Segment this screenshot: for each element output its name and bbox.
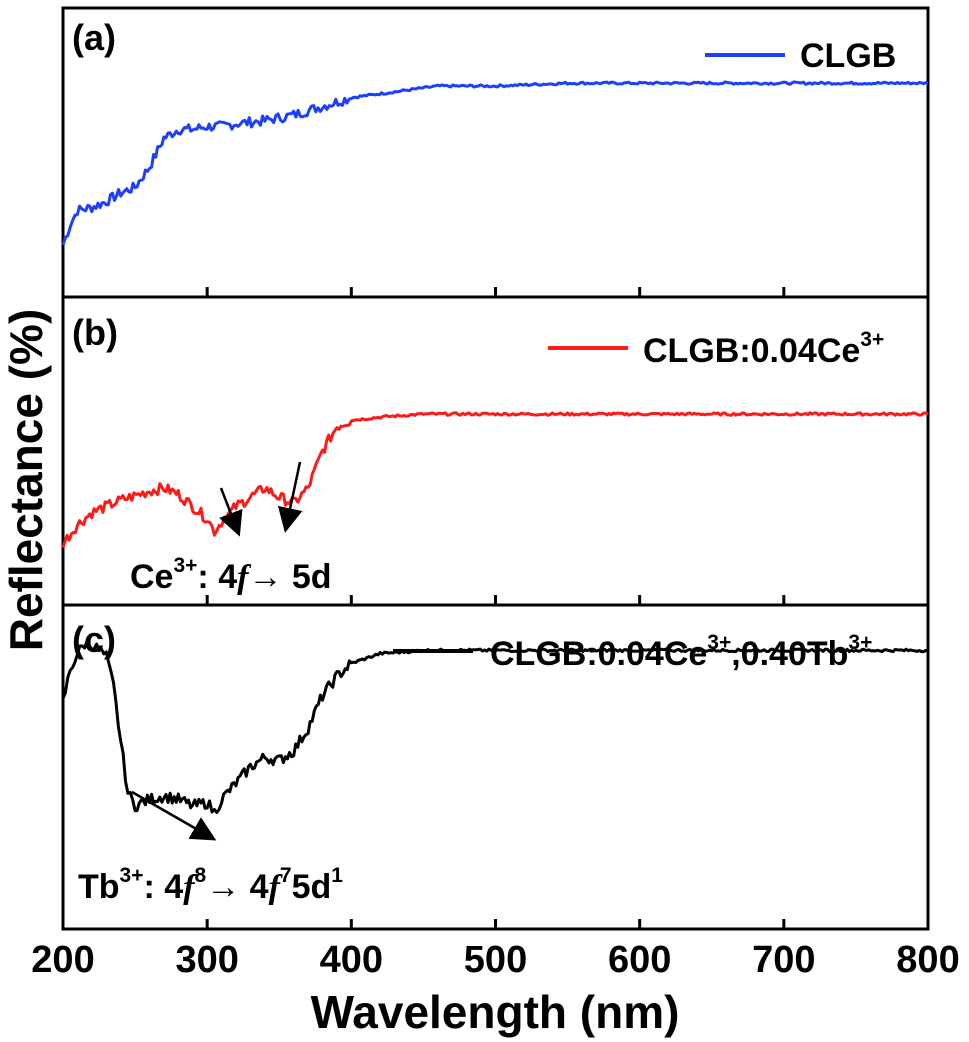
x-tick-label: 400: [320, 939, 383, 981]
annot-ce-text2: 5d: [282, 558, 331, 596]
panel-label-b: (b): [72, 312, 118, 353]
annotation-arrow-tb: [131, 790, 217, 841]
legend-label-clgb-ce-base: CLGB:0.04Ce: [643, 332, 860, 370]
annot-ce-base: Ce: [130, 558, 173, 596]
annot-tb-arrow: →: [206, 868, 240, 906]
legend-label-clgb-ce: CLGB:0.04Ce3+: [643, 328, 884, 370]
series-line-clgb-ce-tb: [61, 639, 929, 814]
annot-tb-sup4: 1: [331, 864, 343, 887]
annot-ce-arrow: →: [248, 558, 282, 596]
annotation-tb-transition: Tb3+: 4f8→ 4f75d1: [78, 864, 343, 906]
y-axis-title: Reflectance (%): [0, 309, 52, 652]
annot-tb-text3: 5d: [292, 868, 332, 906]
annot-ce-sup: 3+: [173, 554, 197, 577]
annot-ce-f: f: [237, 559, 252, 596]
annot-tb-text2: 4: [240, 868, 268, 906]
legend-label-c-base1: CLGB:0.04Ce: [490, 635, 707, 673]
x-tick-label: 800: [896, 939, 959, 981]
panel-label-c: (c): [72, 619, 116, 660]
annotation-ce-transition: Ce3+: 4f→ 5d: [130, 554, 332, 596]
annot-tb-sup3: 7: [280, 864, 292, 887]
x-tick-label: 200: [31, 939, 94, 981]
annot-tb-base: Tb: [78, 868, 120, 906]
x-tick-label: 700: [752, 939, 815, 981]
x-tick-label: 500: [464, 939, 527, 981]
annot-tb-sup2: 8: [195, 864, 207, 887]
x-axis-tick-labels: 200 300 400 500 600 700 800: [31, 939, 959, 981]
annotation-arrow-ce-2: [277, 461, 303, 533]
annot-tb-f1: f: [183, 869, 198, 906]
annot-ce-text1: : 4: [197, 558, 237, 596]
legend-label-c-sup2: 3+: [848, 631, 872, 654]
series-line-clgb-ce: [61, 411, 929, 549]
legend-label-clgb-ce-tb: CLGB:0.04Ce3+,0.40Tb3+: [490, 631, 872, 673]
annot-tb-sup: 3+: [120, 864, 144, 887]
panel-label-a: (a): [72, 17, 116, 58]
series-line-clgb: [61, 80, 929, 246]
x-axis-ticks: [61, 287, 930, 929]
panel-a-frame: [61, 6, 930, 299]
annot-tb-text1: : 4: [144, 868, 184, 906]
x-tick-label: 300: [175, 939, 238, 981]
annotation-arrow-ce-1: [219, 487, 243, 537]
legend-label-clgb-ce-sup: 3+: [860, 328, 884, 351]
legend-label-c-sup1: 3+: [707, 631, 731, 654]
annot-tb-f2: f: [269, 869, 284, 906]
x-tick-label: 600: [608, 939, 671, 981]
legend-label-c-base2: ,0.40Tb: [731, 635, 848, 673]
x-axis-title: Wavelength (nm): [311, 986, 680, 1038]
legend-label-clgb: CLGB: [800, 37, 896, 75]
